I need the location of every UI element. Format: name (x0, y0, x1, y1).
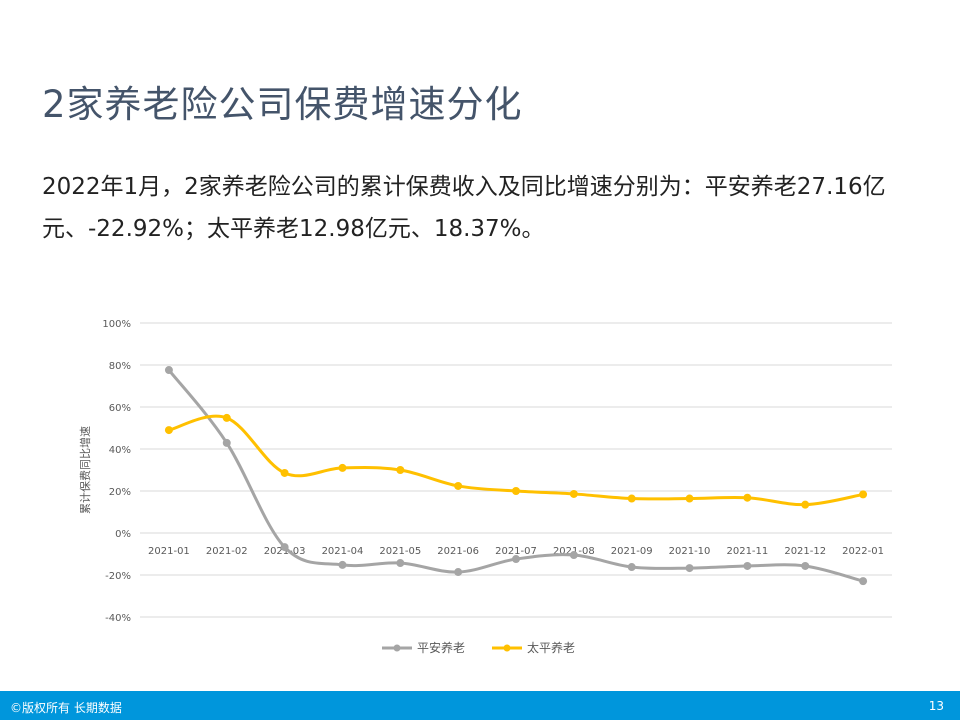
y-axis-label: 累计保费同比增速 (78, 426, 92, 514)
x-tick-label: 2021-09 (611, 546, 653, 557)
data-point (396, 466, 405, 474)
x-tick-label: 2022-01 (842, 546, 884, 557)
data-point (859, 577, 868, 586)
legend-marker (503, 644, 511, 652)
data-point (743, 493, 752, 502)
data-point (859, 490, 868, 499)
data-point (627, 563, 636, 572)
data-point (512, 487, 520, 495)
data-point (512, 555, 520, 564)
data-point (222, 438, 231, 447)
x-tick-label: 2021-05 (379, 546, 421, 557)
data-point (685, 494, 694, 503)
legend-label: 平安养老 (417, 640, 465, 655)
data-point (164, 426, 173, 435)
data-point (280, 468, 289, 477)
data-point (396, 559, 405, 568)
x-tick-label: 2021-12 (784, 546, 826, 557)
data-point (569, 489, 578, 498)
y-tick-label: 80% (109, 361, 131, 372)
data-point (801, 500, 810, 509)
footer-bar: ©版权所有 长期数据 13 (0, 691, 960, 720)
slide-title: 2家养老险公司保费增速分化 (42, 83, 523, 126)
data-point (685, 564, 694, 573)
data-point (338, 463, 347, 472)
y-tick-label: -40% (105, 613, 131, 624)
x-tick-label: 2021-02 (206, 546, 248, 557)
data-point (280, 543, 289, 552)
x-tick-label: 2021-11 (726, 546, 768, 557)
y-tick-label: 100% (102, 319, 131, 330)
line-chart: -40% -20% 0% 20% 40% 60% 80% 100% 2021-01 2021-02… (78, 319, 892, 655)
legend-label: 太平养老 (527, 640, 575, 655)
page-number: 13 (928, 699, 944, 713)
data-point (164, 366, 173, 375)
legend-marker (393, 644, 401, 652)
x-tick-label: 2021-06 (437, 546, 479, 557)
y-tick-label: -20% (105, 571, 131, 582)
data-point (454, 568, 463, 577)
data-point (801, 561, 810, 570)
slide-description: 2022年1月，2家养老险公司的累计保费收入及同比增速分别为：平安养老27.16… (42, 174, 886, 242)
x-tick-label: 2021-10 (669, 546, 711, 557)
data-point (222, 413, 231, 422)
x-tick-label: 2021-01 (148, 546, 190, 557)
y-tick-label: 0% (115, 529, 131, 540)
x-tick-label: 2021-07 (495, 546, 537, 557)
data-point (627, 494, 636, 503)
y-tick-label: 40% (109, 445, 131, 456)
data-point (743, 561, 752, 570)
data-point (338, 560, 347, 569)
x-tick-label: 2021-04 (322, 546, 364, 557)
y-tick-label: 20% (109, 487, 131, 498)
data-point (454, 481, 463, 490)
x-tick-label: 2021-03 (264, 546, 306, 557)
copyright-text: ©版权所有 长期数据 (10, 701, 122, 715)
data-point (569, 551, 578, 560)
y-tick-label: 60% (109, 403, 131, 414)
